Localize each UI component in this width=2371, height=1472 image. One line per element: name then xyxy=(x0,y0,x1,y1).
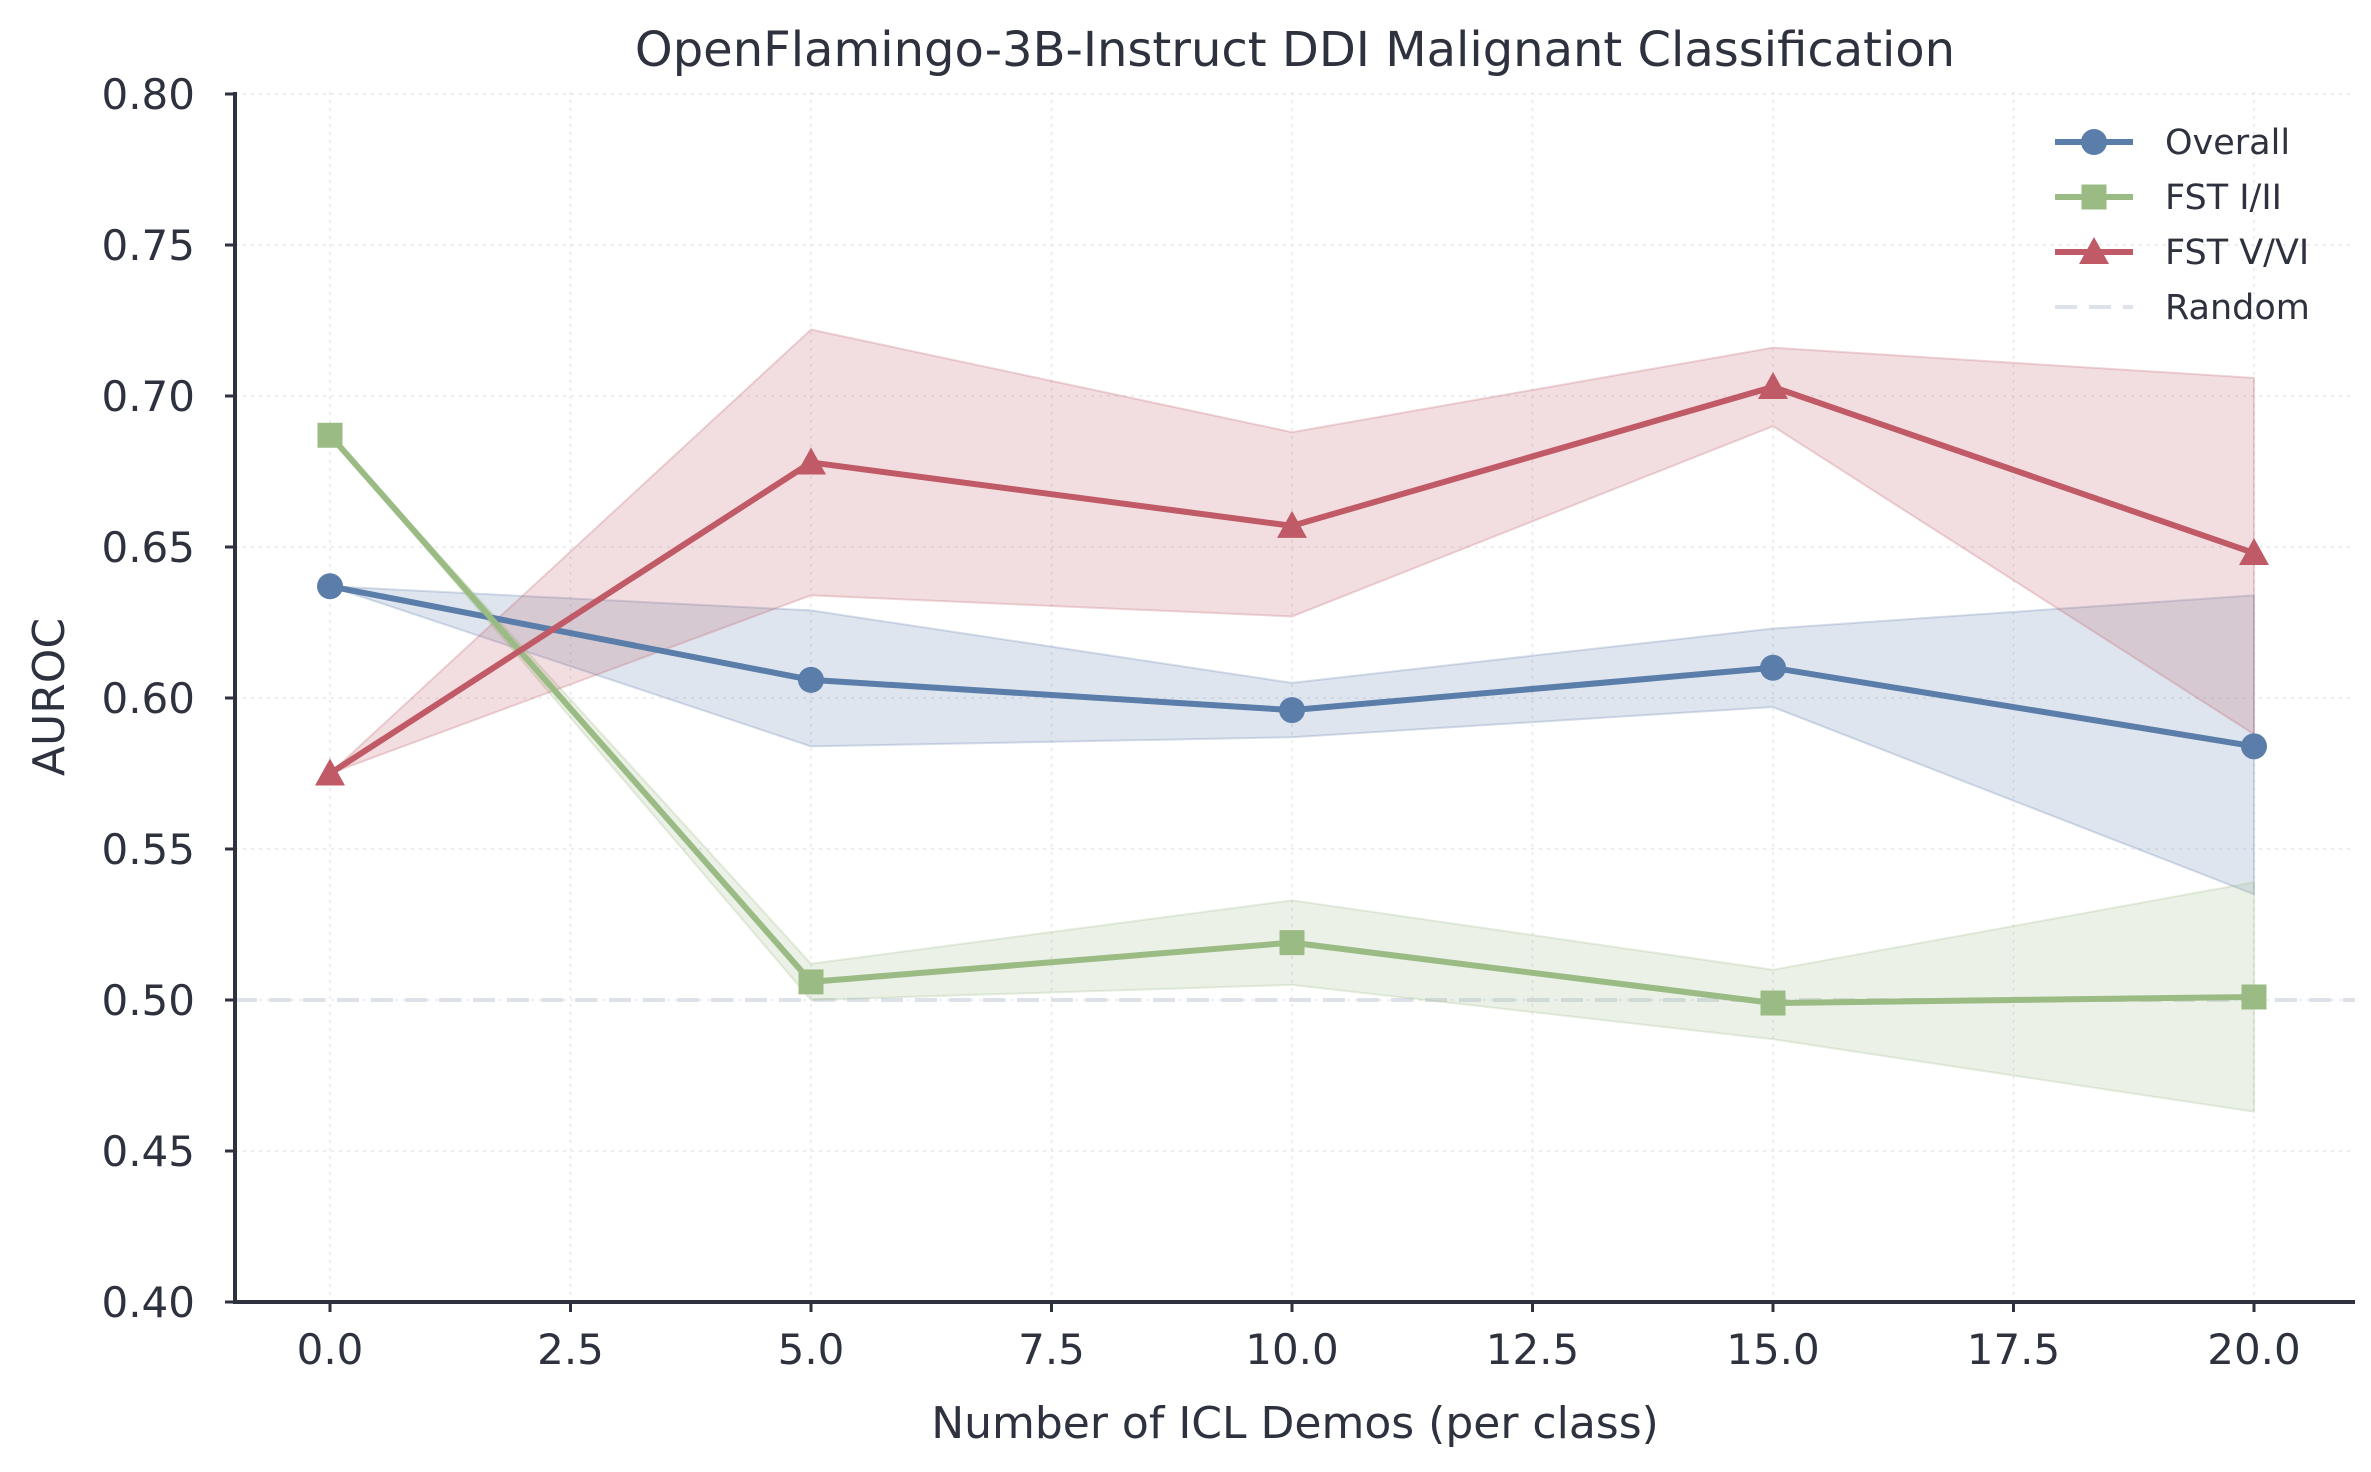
overall-data-point xyxy=(2241,733,2267,760)
x-tick-label: 10.0 xyxy=(1245,1325,1339,1374)
marker-layer xyxy=(315,371,2269,1016)
fst-i-ii-data-point xyxy=(317,422,343,448)
x-tick-label: 15.0 xyxy=(1726,1325,1820,1374)
fst-i-ii-data-point xyxy=(2241,984,2267,1010)
overall-data-point xyxy=(798,666,824,693)
x-tick-label: 12.5 xyxy=(1486,1325,1580,1374)
fst-v-vi-data-point xyxy=(2239,538,2269,566)
legend-fst-v-vi-marker xyxy=(2079,237,2109,264)
y-tick-label: 0.80 xyxy=(101,70,195,119)
chart-title: OpenFlamingo-3B-Instruct DDI Malignant C… xyxy=(635,22,1955,78)
y-tick-label: 0.55 xyxy=(101,825,195,874)
x-tick-label: 20.0 xyxy=(2207,1325,2301,1374)
y-axis-label: AUROC xyxy=(24,618,75,776)
tick-layer: 0.0 2.5 5.0 7.5 10.0 12.5 15.0 17.5 20.0 0.40 0.45… xyxy=(101,70,2300,1374)
legend-random-label: Random xyxy=(2165,288,2310,328)
fst-i-ii-data-point xyxy=(1760,990,1786,1016)
fst-v-vi-data-point xyxy=(796,447,826,475)
fst-i-ii-data-point xyxy=(1279,930,1305,956)
legend-fst-i-ii-label: FST I/II xyxy=(2165,178,2282,218)
legend: Overall FST I/II FST V/VI Random xyxy=(2055,123,2310,328)
x-axis-label: Number of ICL Demos (per class) xyxy=(931,1398,1659,1449)
y-tick-label: 0.75 xyxy=(101,221,195,270)
fst-v-vi-data-point xyxy=(1277,510,1307,538)
overall-data-point xyxy=(317,573,343,600)
y-tick-label: 0.60 xyxy=(101,674,195,723)
fst-v-vi-data-point xyxy=(315,758,345,786)
overall-data-point xyxy=(1760,654,1786,681)
y-tick-label: 0.40 xyxy=(101,1278,195,1327)
y-tick-label: 0.50 xyxy=(101,976,195,1025)
y-tick-label: 0.65 xyxy=(101,523,195,572)
legend-overall-marker xyxy=(2081,129,2107,155)
legend-fst-i-ii-marker xyxy=(2081,184,2107,210)
fst-i-ii-data-point xyxy=(798,969,824,995)
legend-fst-v-vi-label: FST V/VI xyxy=(2165,233,2309,273)
x-tick-label: 7.5 xyxy=(1018,1325,1085,1374)
x-tick-label: 2.5 xyxy=(537,1325,604,1374)
x-tick-label: 0.0 xyxy=(297,1325,364,1374)
y-tick-label: 0.45 xyxy=(101,1127,195,1176)
y-tick-label: 0.70 xyxy=(101,372,195,421)
overall-data-point xyxy=(1279,697,1305,724)
legend-overall-label: Overall xyxy=(2165,123,2290,163)
x-tick-label: 5.0 xyxy=(778,1325,845,1374)
x-tick-label: 17.5 xyxy=(1967,1325,2061,1374)
fst-v-vi-data-point xyxy=(1758,371,1788,399)
